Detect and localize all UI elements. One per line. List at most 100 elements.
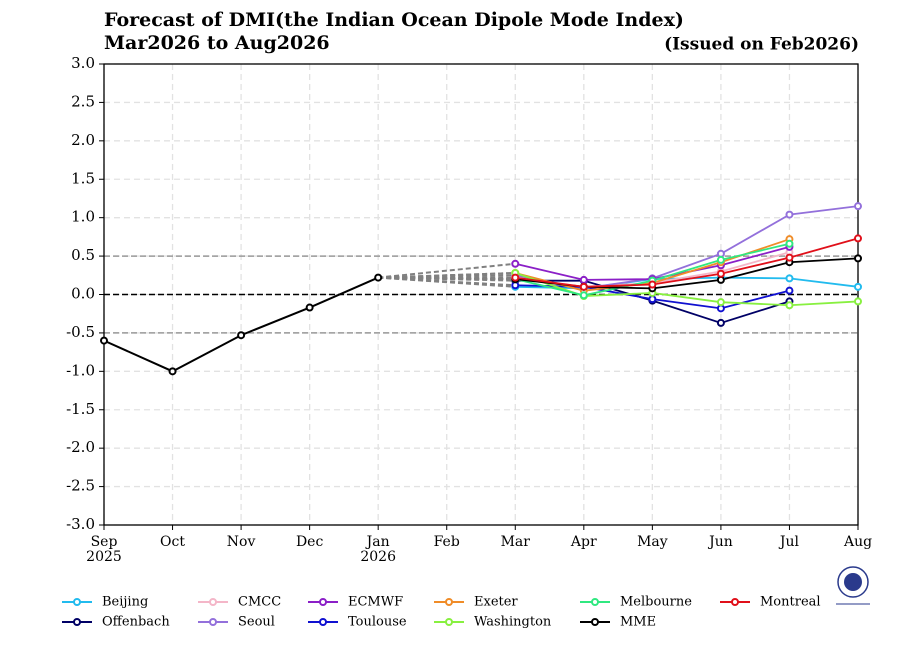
x-tick-label: Feb xyxy=(433,534,460,550)
series-point xyxy=(579,291,588,300)
x-tick-label: Sep 2025 xyxy=(86,534,122,565)
series-point xyxy=(716,298,725,307)
series-point xyxy=(785,286,794,295)
legend-item: Seoul xyxy=(198,615,275,630)
series-point xyxy=(648,295,657,304)
legend-item: Washington xyxy=(434,615,552,630)
x-tick-label: Apr xyxy=(570,534,597,550)
x-tick-label: Jan 2026 xyxy=(360,534,396,565)
x-tick-label: Mar xyxy=(500,534,530,550)
legend-item: Montreal xyxy=(720,595,821,610)
y-tick-label: -2.5 xyxy=(66,477,95,495)
connector xyxy=(378,276,516,287)
series-point xyxy=(237,331,246,340)
x-tick-label: Dec xyxy=(295,534,324,550)
legend-label: Montreal xyxy=(760,595,821,610)
series-point xyxy=(511,259,520,268)
y-tick-label: -2.0 xyxy=(66,438,95,456)
legend-label: CMCC xyxy=(238,595,281,610)
legend-label: Exeter xyxy=(474,595,518,610)
y-tick-label: 2.0 xyxy=(71,131,95,149)
series-point xyxy=(716,269,725,278)
y-tick-label: -0.5 xyxy=(66,323,95,341)
series-point xyxy=(716,275,725,284)
x-tick-label: Aug xyxy=(843,534,873,550)
y-tick-label: -3.0 xyxy=(66,515,95,533)
y-tick-label: 1.0 xyxy=(71,208,95,226)
series-point xyxy=(854,202,862,211)
series-point xyxy=(785,239,794,248)
legend-marker xyxy=(445,598,453,606)
legend-item: CMCC xyxy=(198,595,281,610)
series-point xyxy=(511,273,520,282)
legend-label: ECMWF xyxy=(348,595,403,610)
y-tick-label: -1.0 xyxy=(66,361,95,379)
connector xyxy=(378,262,516,279)
legend-label: Beijing xyxy=(102,595,148,610)
legend-marker xyxy=(319,598,327,606)
series-point xyxy=(716,304,725,313)
series-point xyxy=(511,281,520,290)
series-point xyxy=(716,255,725,264)
series-point xyxy=(854,254,862,263)
x-tick-label: Jul xyxy=(779,534,799,550)
legend-label: Melbourne xyxy=(620,595,692,610)
x-tick-label: Nov xyxy=(226,534,256,550)
legend-item: Exeter xyxy=(434,595,518,610)
legend-label: MME xyxy=(620,615,656,630)
x-tick-label: Oct xyxy=(160,534,185,550)
connector xyxy=(378,274,516,279)
legend-label: Toulouse xyxy=(348,615,407,630)
y-tick-label: -1.5 xyxy=(66,400,95,418)
legend-marker xyxy=(731,598,739,606)
chart-title: Forecast of DMI(the Indian Ocean Dipole … xyxy=(104,9,684,31)
series-point xyxy=(785,274,794,283)
series-point xyxy=(648,280,657,289)
x-tick-label: Jun xyxy=(709,534,733,550)
legend-marker xyxy=(319,618,327,626)
series-point xyxy=(854,297,862,306)
chart-subtitle: Mar2026 to Aug2026 xyxy=(104,32,330,54)
legend-item: Melbourne xyxy=(580,595,692,610)
series-point xyxy=(579,275,588,284)
y-tick-label: 0.5 xyxy=(71,246,95,264)
legend-item: Beijing xyxy=(62,595,148,610)
legend-label: Seoul xyxy=(238,615,275,630)
series-point xyxy=(785,253,794,262)
legend-label: Washington xyxy=(474,615,552,630)
y-tick-label: 3.0 xyxy=(71,54,95,72)
legend-label: Offenbach xyxy=(102,615,170,630)
legend-marker xyxy=(209,598,217,606)
series-point xyxy=(785,210,794,219)
legend-item: MME xyxy=(580,615,656,630)
series-point xyxy=(716,249,725,258)
series-point xyxy=(854,282,862,291)
logo xyxy=(836,566,870,605)
series-line xyxy=(515,237,859,288)
y-tick-label: 1.5 xyxy=(71,169,95,187)
series-point xyxy=(374,273,383,282)
series-point xyxy=(168,367,177,376)
legend-marker xyxy=(591,618,599,626)
legend-marker xyxy=(445,618,453,626)
x-tick-label: May xyxy=(637,534,668,550)
series-point xyxy=(854,234,862,243)
legend-marker xyxy=(591,598,599,606)
legend-item: Offenbach xyxy=(62,615,170,630)
issued-note: (Issued on Feb2026) xyxy=(664,35,859,55)
legend-item: ECMWF xyxy=(308,595,403,610)
series-point xyxy=(716,318,725,327)
legend-marker xyxy=(73,598,81,606)
series-point xyxy=(100,336,108,345)
y-tick-label: 2.5 xyxy=(71,92,95,110)
connector xyxy=(378,271,516,279)
series-point xyxy=(579,282,588,291)
series-point xyxy=(785,301,794,310)
series-point xyxy=(305,303,314,312)
y-tick-label: 0.0 xyxy=(71,285,95,303)
legend-marker xyxy=(73,618,81,626)
legend-marker xyxy=(209,618,217,626)
legend-item: Toulouse xyxy=(308,615,407,630)
